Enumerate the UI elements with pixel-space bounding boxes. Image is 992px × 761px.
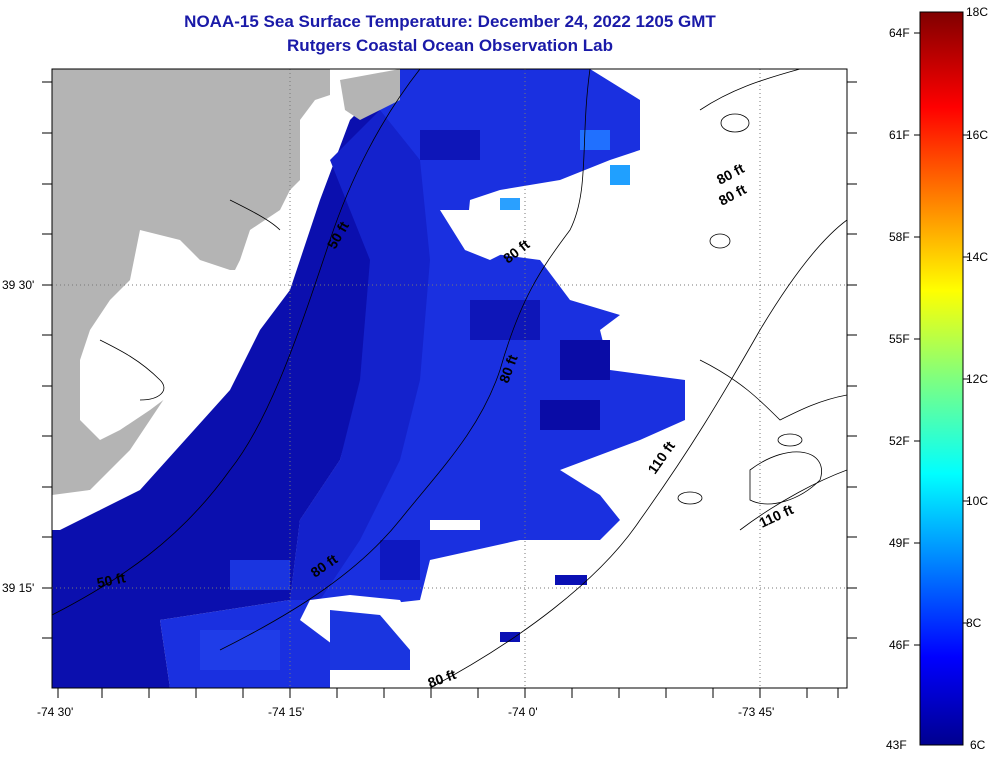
map-title: NOAA-15 Sea Surface Temperature: Decembe… [184, 12, 716, 31]
colorbar-c-label: 6C [970, 738, 986, 752]
colorbar-f-label: 52F [889, 434, 910, 448]
lon-label: -74 15' [268, 705, 305, 719]
colorbar-f-label: 43F [886, 738, 907, 752]
colorbar-f-label: 58F [889, 230, 910, 244]
lon-label: -74 30' [37, 705, 74, 719]
sst-offshore-field [160, 69, 685, 688]
colorbar-c-label: 10C [966, 494, 989, 508]
colorbar-c-label: 16C [966, 128, 989, 142]
sst-coastal-field [52, 69, 400, 688]
lat-label: 39 15' [2, 581, 35, 595]
contour-label: 50 ft [95, 569, 127, 591]
map-frame [51, 68, 848, 689]
lat-label: 39 30' [2, 278, 35, 292]
colorbar-f-label: 46F [889, 638, 910, 652]
colorbar-c-label: 12C [966, 372, 989, 386]
colorbar-c-label: 14C [966, 250, 989, 264]
map-subtitle: Rutgers Coastal Ocean Observation Lab [287, 36, 613, 55]
lon-label: -73 45' [738, 705, 775, 719]
colorbar-f-label: 61F [889, 128, 910, 142]
colorbar-c-label: 18C [966, 5, 989, 19]
lon-label: -74 0' [508, 705, 538, 719]
colorbar-c-label: 8C [966, 616, 982, 630]
colorbar-f-label: 49F [889, 536, 910, 550]
colorbar-f-label: 64F [889, 26, 910, 40]
colorbar [919, 11, 964, 746]
colorbar-f-label: 55F [889, 332, 910, 346]
